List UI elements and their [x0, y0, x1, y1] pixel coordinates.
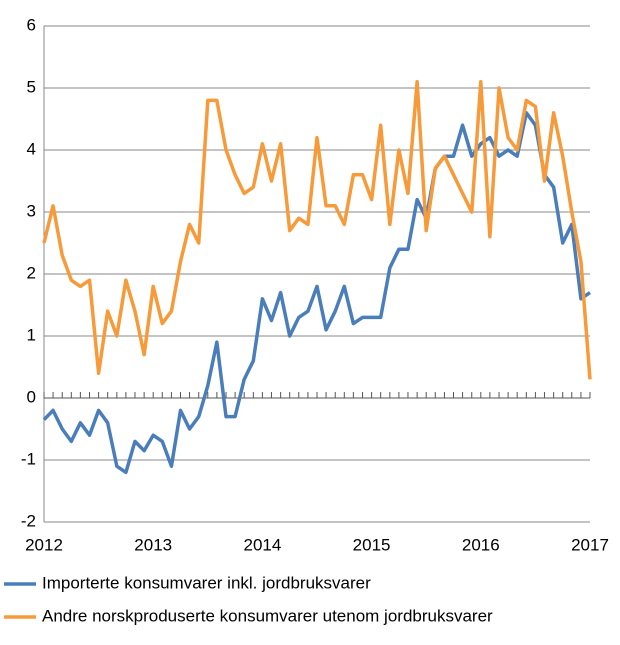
y-tick-label: 0: [27, 387, 36, 406]
y-tick-label: 5: [27, 77, 36, 96]
x-tick-label: 2015: [353, 535, 391, 554]
x-tick-label: 2017: [571, 535, 609, 554]
y-tick-label: 3: [27, 201, 36, 220]
y-tick-label: 2: [27, 263, 36, 282]
y-tick-label: 6: [27, 15, 36, 34]
series-line: [42, 111, 591, 475]
legend-label: Importerte konsumvarer inkl. jordbruksva…: [42, 573, 371, 592]
legend-label: Andre norskproduserte konsumvarer utenom…: [42, 606, 493, 625]
y-tick-label: 1: [27, 325, 36, 344]
x-tick-label: 2014: [243, 535, 281, 554]
x-tick-label: 2013: [134, 535, 172, 554]
y-tick-label: -2: [21, 511, 36, 530]
series-line: [42, 80, 592, 380]
x-tick-label: 2012: [25, 535, 63, 554]
y-tick-label: -1: [21, 449, 36, 468]
y-tick-label: 4: [27, 139, 36, 158]
x-tick-label: 2016: [462, 535, 500, 554]
